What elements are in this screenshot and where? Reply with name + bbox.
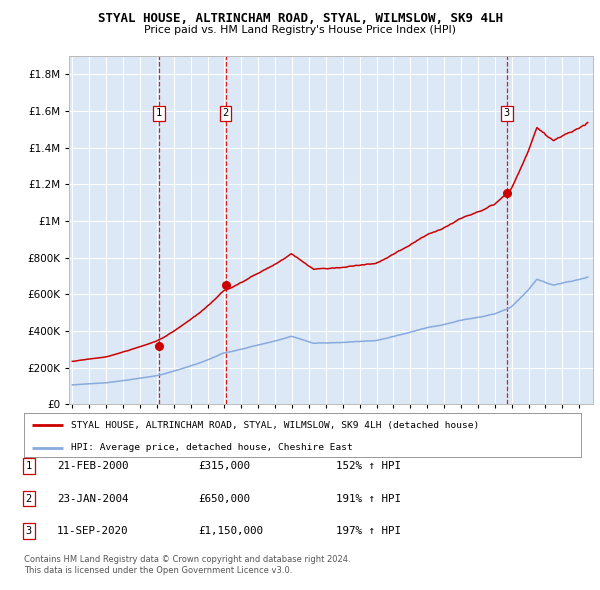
Text: 1: 1 <box>26 461 32 471</box>
Text: £650,000: £650,000 <box>198 494 250 503</box>
Text: STYAL HOUSE, ALTRINCHAM ROAD, STYAL, WILMSLOW, SK9 4LH (detached house): STYAL HOUSE, ALTRINCHAM ROAD, STYAL, WIL… <box>71 421 479 430</box>
Text: Price paid vs. HM Land Registry's House Price Index (HPI): Price paid vs. HM Land Registry's House … <box>144 25 456 35</box>
Text: 3: 3 <box>503 109 510 119</box>
Text: £315,000: £315,000 <box>198 461 250 471</box>
Text: HPI: Average price, detached house, Cheshire East: HPI: Average price, detached house, Ches… <box>71 443 353 452</box>
Text: Contains HM Land Registry data © Crown copyright and database right 2024.
This d: Contains HM Land Registry data © Crown c… <box>24 555 350 575</box>
Text: 11-SEP-2020: 11-SEP-2020 <box>57 526 128 536</box>
Text: 191% ↑ HPI: 191% ↑ HPI <box>336 494 401 503</box>
Text: 2: 2 <box>26 494 32 503</box>
Text: 197% ↑ HPI: 197% ↑ HPI <box>336 526 401 536</box>
Text: 152% ↑ HPI: 152% ↑ HPI <box>336 461 401 471</box>
Text: £1,150,000: £1,150,000 <box>198 526 263 536</box>
Text: 1: 1 <box>156 109 162 119</box>
Text: 21-FEB-2000: 21-FEB-2000 <box>57 461 128 471</box>
Text: STYAL HOUSE, ALTRINCHAM ROAD, STYAL, WILMSLOW, SK9 4LH: STYAL HOUSE, ALTRINCHAM ROAD, STYAL, WIL… <box>97 12 503 25</box>
Text: 23-JAN-2004: 23-JAN-2004 <box>57 494 128 503</box>
Text: 3: 3 <box>26 526 32 536</box>
Text: 2: 2 <box>223 109 229 119</box>
